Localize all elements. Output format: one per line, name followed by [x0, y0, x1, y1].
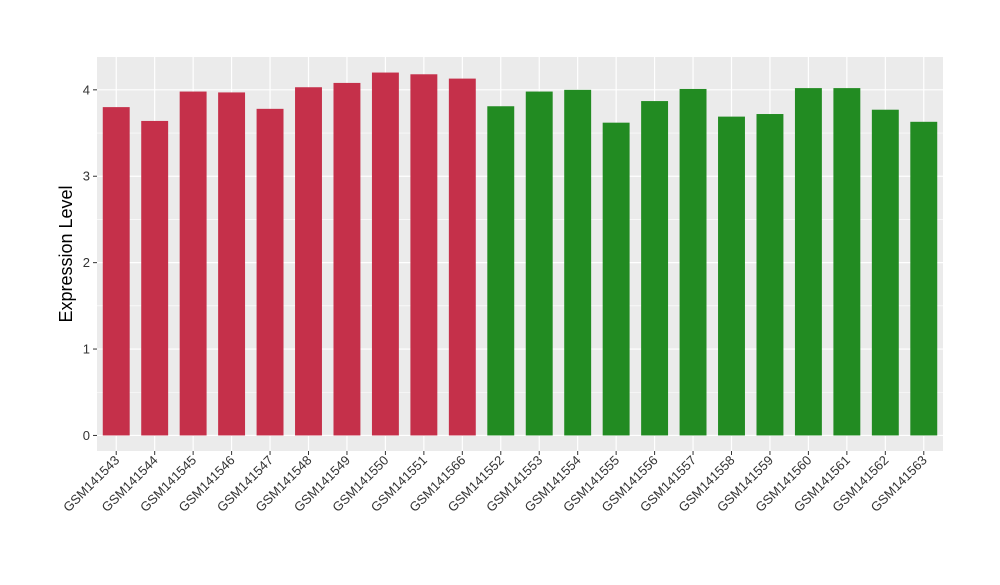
x-axis: GSM141543GSM141544GSM141545GSM141546GSM1…	[60, 451, 930, 515]
bars-layer	[102, 72, 938, 436]
bar-GSM141562	[871, 109, 899, 436]
bar-GSM141544	[141, 120, 169, 436]
bar-GSM141560	[794, 88, 822, 436]
bar-GSM141552	[487, 106, 515, 436]
y-tick-label: 4	[83, 82, 90, 97]
bar-GSM141551	[410, 74, 438, 436]
bar-GSM141561	[833, 88, 861, 436]
bar-GSM141550	[371, 72, 399, 436]
y-tick-label: 2	[83, 255, 90, 270]
bar-GSM141563	[910, 121, 938, 436]
bar-GSM141546	[218, 92, 246, 436]
y-tick-label: 3	[83, 169, 90, 184]
bar-GSM141545	[179, 91, 207, 436]
bar-GSM141547	[256, 108, 284, 436]
bar-GSM141554	[564, 89, 592, 436]
bar-GSM141559	[756, 114, 784, 436]
bar-GSM141557	[679, 88, 707, 436]
bar-GSM141555	[602, 122, 630, 436]
bar-GSM141558	[718, 116, 745, 436]
bar-GSM141553	[525, 91, 553, 436]
y-axis-title: Expression Level	[56, 185, 76, 322]
bar-GSM141556	[641, 101, 669, 436]
bar-GSM141566	[448, 78, 476, 436]
y-tick-label: 0	[83, 428, 90, 443]
bar-GSM141548	[295, 87, 322, 436]
bar-GSM141549	[333, 82, 361, 436]
bar-GSM141543	[102, 107, 130, 436]
y-tick-label: 1	[83, 342, 90, 357]
y-axis: 0 1 2 3 4	[83, 82, 97, 443]
